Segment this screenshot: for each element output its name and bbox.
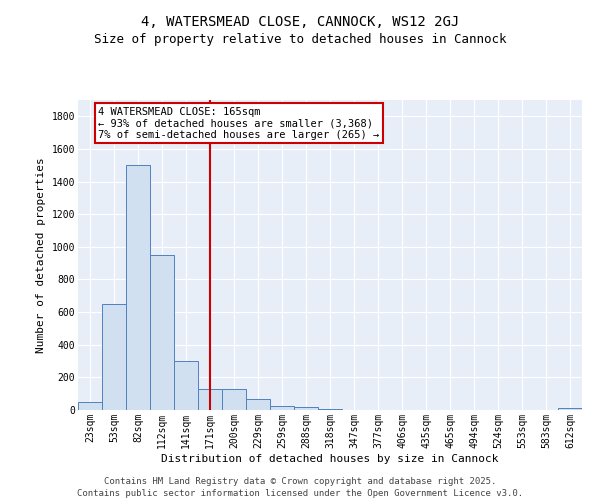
Bar [270, 406, 294, 410]
Text: Size of property relative to detached houses in Cannock: Size of property relative to detached ho… [94, 32, 506, 46]
X-axis label: Distribution of detached houses by size in Cannock: Distribution of detached houses by size … [161, 454, 499, 464]
Bar [222, 389, 246, 410]
Text: 4, WATERSMEAD CLOSE, CANNOCK, WS12 2GJ: 4, WATERSMEAD CLOSE, CANNOCK, WS12 2GJ [141, 15, 459, 29]
Bar [102, 304, 126, 410]
Bar [174, 361, 198, 410]
Bar [294, 406, 318, 410]
Bar [126, 166, 150, 410]
Bar [150, 255, 174, 410]
Bar [558, 408, 582, 410]
Bar [318, 409, 342, 410]
Bar [246, 398, 270, 410]
Text: Contains HM Land Registry data © Crown copyright and database right 2025.
Contai: Contains HM Land Registry data © Crown c… [77, 476, 523, 498]
Text: 4 WATERSMEAD CLOSE: 165sqm
← 93% of detached houses are smaller (3,368)
7% of se: 4 WATERSMEAD CLOSE: 165sqm ← 93% of deta… [98, 106, 380, 140]
Y-axis label: Number of detached properties: Number of detached properties [36, 157, 46, 353]
Bar [78, 402, 102, 410]
Bar [198, 389, 222, 410]
